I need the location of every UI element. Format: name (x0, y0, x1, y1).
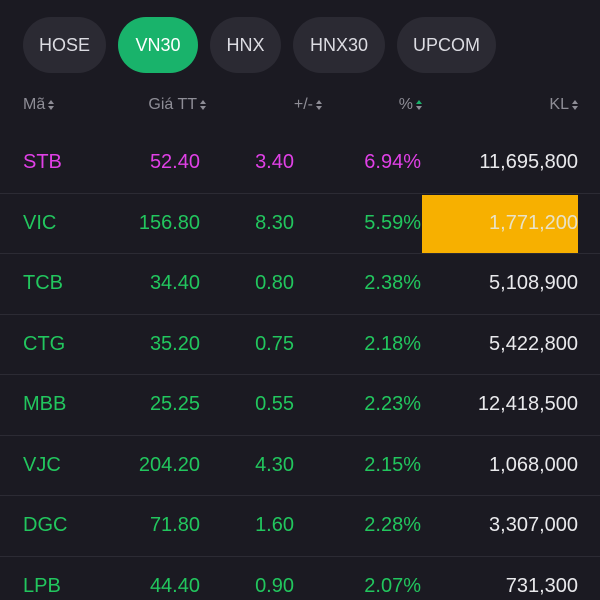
price-cell: 52.40 (149, 151, 200, 174)
volume-cell: 11,695,800 (479, 151, 578, 174)
volume-cell: 5,108,900 (489, 272, 578, 295)
price-cell: 44.40 (149, 574, 200, 597)
percent-cell: 2.23% (364, 393, 421, 416)
percent-cell: 2.28% (364, 514, 421, 537)
change-cell: 8.30 (255, 211, 294, 234)
table-row[interactable]: TCB 34.40 0.80 2.38% 5,108,900 (0, 254, 600, 315)
change-cell: 0.80 (255, 272, 294, 295)
symbol-cell: VJC (23, 453, 61, 476)
change-cell: 0.55 (255, 393, 294, 416)
column-header-price-label: Giá TT (148, 96, 197, 113)
price-cell: 204.20 (138, 453, 200, 476)
column-header-price[interactable]: Giá TT (100, 88, 206, 122)
table-row[interactable]: VJC 204.20 4.30 2.15% 1,068,000 (0, 436, 600, 496)
symbol-cell: CTG (23, 332, 66, 355)
table-row[interactable]: VIC 156.80 8.30 5.59% 1,771,200 (0, 194, 600, 254)
column-header-volume-label: KL (549, 96, 569, 113)
table-row[interactable]: MBB 25.25 0.55 2.23% 12,418,500 (0, 375, 600, 436)
sort-active-icon (416, 100, 422, 110)
volume-cell: 5,422,800 (489, 332, 578, 355)
volume-cell: 3,307,000 (489, 514, 578, 537)
column-header-symbol-label: Mã (23, 96, 46, 113)
tab-hnx[interactable]: HNX (210, 17, 281, 73)
sort-icon (316, 100, 322, 110)
percent-cell: 5.59% (364, 211, 421, 234)
column-header-symbol[interactable]: Mã (23, 88, 103, 122)
stock-table: STB 52.40 3.40 6.94% 11,695,800 VIC 156.… (0, 133, 600, 600)
tab-upcom[interactable]: UPCOM (397, 17, 496, 73)
table-header: Mã Giá TT +/- % KL (0, 88, 600, 122)
table-row[interactable]: DGC 71.80 1.60 2.28% 3,307,000 (0, 496, 600, 557)
sort-icon (48, 100, 55, 110)
change-cell: 3.40 (255, 151, 294, 174)
percent-cell: 2.38% (364, 272, 421, 295)
percent-cell: 2.18% (364, 332, 421, 355)
price-cell: 71.80 (149, 514, 200, 537)
change-cell: 0.75 (255, 332, 294, 355)
exchange-tabs: HOSE VN30 HNX HNX30 UPCOM (23, 17, 496, 73)
volume-cell-highlighted: 1,771,200 (422, 194, 578, 253)
symbol-cell: MBB (23, 393, 67, 416)
percent-cell: 2.07% (364, 574, 421, 597)
column-header-change-label: +/- (293, 96, 313, 113)
price-cell: 35.20 (149, 332, 200, 355)
volume-cell: 1,068,000 (489, 453, 578, 476)
table-row[interactable]: CTG 35.20 0.75 2.18% 5,422,800 (0, 315, 600, 375)
percent-cell: 6.94% (364, 151, 421, 174)
volume-cell: 731,300 (505, 574, 578, 597)
column-header-volume[interactable]: KL (440, 88, 578, 122)
price-cell: 156.80 (138, 211, 200, 234)
column-header-percent-label: % (398, 96, 413, 113)
symbol-cell: DGC (23, 514, 68, 537)
percent-cell: 2.15% (364, 453, 421, 476)
price-cell: 34.40 (149, 272, 200, 295)
change-cell: 1.60 (255, 514, 294, 537)
change-cell: 0.90 (255, 574, 294, 597)
sort-icon (572, 100, 578, 110)
column-header-change[interactable]: +/- (222, 88, 322, 122)
column-header-percent[interactable]: % (330, 88, 422, 122)
symbol-cell: STB (23, 151, 62, 174)
change-cell: 4.30 (255, 453, 294, 476)
table-row[interactable]: LPB 44.40 0.90 2.07% 731,300 (0, 557, 600, 600)
tab-hose[interactable]: HOSE (23, 17, 106, 73)
tab-vn30[interactable]: VN30 (118, 17, 198, 73)
table-row[interactable]: STB 52.40 3.40 6.94% 11,695,800 (0, 133, 600, 194)
sort-icon (200, 100, 206, 110)
price-cell: 25.25 (149, 393, 200, 416)
tab-hnx30[interactable]: HNX30 (293, 17, 385, 73)
symbol-cell: VIC (23, 211, 57, 234)
symbol-cell: TCB (23, 272, 63, 295)
volume-cell: 12,418,500 (477, 393, 578, 416)
symbol-cell: LPB (23, 574, 61, 597)
